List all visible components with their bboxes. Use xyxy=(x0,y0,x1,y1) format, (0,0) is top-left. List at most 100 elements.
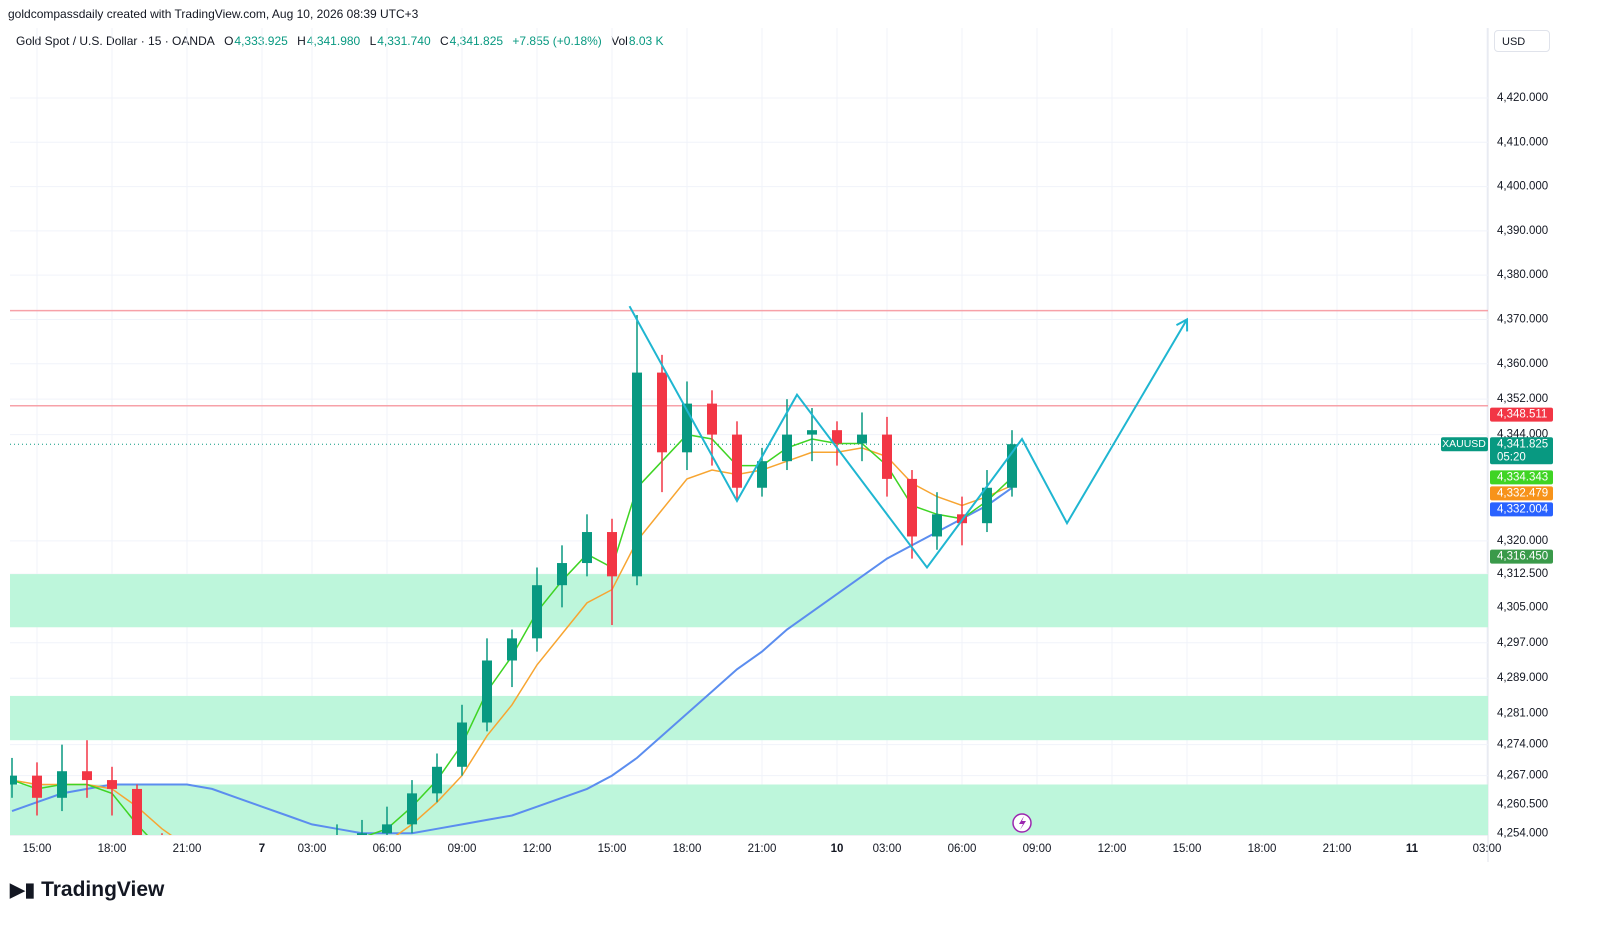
candle-body xyxy=(882,434,892,479)
candle-body xyxy=(532,585,542,639)
price-label-box xyxy=(1490,502,1553,517)
y-tick-label: 4,320.000 xyxy=(1497,535,1548,547)
y-tick-label: 4,410.000 xyxy=(1497,136,1548,148)
candle-body xyxy=(757,461,767,488)
candle-body xyxy=(507,638,517,661)
x-tick-label: 06:00 xyxy=(373,843,402,855)
price-label: 4,332.479 xyxy=(1497,487,1548,499)
volume-value: 8.03 K xyxy=(628,34,664,48)
moving-average xyxy=(11,486,1013,835)
symbol-name: Gold Spot / U.S. Dollar · 15 · OANDA xyxy=(16,34,215,48)
x-tick-label: 09:00 xyxy=(1023,843,1052,855)
x-tick-label: 15:00 xyxy=(23,843,52,855)
x-tick-label: 21:00 xyxy=(173,843,202,855)
candle-body xyxy=(32,775,42,798)
ohlc-key: L xyxy=(369,34,377,48)
ohlc-value: 4,341.980 xyxy=(306,34,361,48)
y-tick-label: 4,380.000 xyxy=(1497,269,1548,281)
event-bolt xyxy=(1019,816,1026,830)
projection-path xyxy=(628,305,1188,570)
y-tick-label: 4,370.000 xyxy=(1497,313,1548,325)
x-tick-label: 18:00 xyxy=(1248,843,1277,855)
candle-body xyxy=(457,722,467,767)
candle-body xyxy=(657,372,667,453)
support-zone xyxy=(10,784,1488,835)
candle-body xyxy=(82,771,92,781)
candle-body xyxy=(10,775,17,785)
currency-button[interactable]: USD xyxy=(1494,30,1550,52)
candle-body xyxy=(732,434,742,488)
candle-body xyxy=(832,430,842,444)
candle-body xyxy=(232,864,242,868)
support-zone xyxy=(10,695,1488,741)
x-tick-label: 18:00 xyxy=(98,843,127,855)
attribution: goldcompassdaily created with TradingVie… xyxy=(8,7,419,21)
y-tick-label: 4,260.500 xyxy=(1497,798,1548,810)
candle-body xyxy=(257,869,267,870)
y-tick-label: 4,400.000 xyxy=(1497,181,1548,193)
price-label: 4,334.343 xyxy=(1497,471,1548,483)
x-tick-label: 12:00 xyxy=(523,843,552,855)
price-label: 4,332.004 xyxy=(1497,503,1549,515)
y-tick-label: 4,267.000 xyxy=(1497,770,1548,782)
y-tick-label: 4,254.000 xyxy=(1497,827,1548,839)
candle-body xyxy=(932,514,942,537)
price-label-box xyxy=(1490,549,1553,564)
price-label: 4,341.825 xyxy=(1497,438,1548,450)
x-tick-label: 21:00 xyxy=(748,843,777,855)
ohlc-key: C xyxy=(439,34,449,48)
y-tick-label: 4,297.000 xyxy=(1497,637,1548,649)
brand: TradingView xyxy=(41,878,165,901)
price-label: 4,316.450 xyxy=(1497,551,1548,563)
x-tick-label: 10 xyxy=(831,843,844,855)
price-label-box xyxy=(1490,486,1553,501)
candle-body xyxy=(57,771,67,798)
price-label-box xyxy=(1490,407,1553,422)
x-tick-label: 18:00 xyxy=(673,843,702,855)
y-tick-label: 4,390.000 xyxy=(1497,225,1548,237)
x-tick-label: 11 xyxy=(1406,843,1419,855)
ohlc-value: 4,333.925 xyxy=(234,34,288,48)
candle-body xyxy=(307,860,317,869)
candle-body xyxy=(332,842,342,860)
change: +7.855 (+0.18%) xyxy=(512,34,602,48)
symbol-label: XAUUSD xyxy=(1442,438,1486,450)
ohlc-value: 4,331.740 xyxy=(377,34,431,48)
y-tick-label: 4,289.000 xyxy=(1497,672,1548,684)
candle-body xyxy=(607,532,617,577)
y-tick-label: 4,281.000 xyxy=(1497,708,1548,720)
ohlc-value: 4,341.825 xyxy=(449,34,504,48)
candle-body xyxy=(107,780,117,789)
x-tick-label: 7 xyxy=(259,843,265,855)
candle-body xyxy=(432,766,442,794)
candle-body xyxy=(682,403,692,453)
candle-body xyxy=(582,532,592,564)
candle-body xyxy=(357,833,367,835)
candle-body xyxy=(857,434,867,444)
countdown: 05:20 xyxy=(1497,451,1526,463)
y-tick-label: 4,274.000 xyxy=(1497,739,1548,751)
candle-body xyxy=(282,869,292,870)
candle-body xyxy=(782,434,792,462)
y-tick-label: 4,305.000 xyxy=(1497,601,1548,613)
support-zone xyxy=(10,574,1488,628)
candle-body xyxy=(207,864,217,868)
candle-body xyxy=(557,563,567,586)
candle-body xyxy=(182,860,192,869)
brand-logo: ▶▮ TradingView xyxy=(10,878,165,901)
candle-body xyxy=(807,430,817,435)
candle-body xyxy=(382,824,392,834)
ohlc-key: H xyxy=(297,34,306,48)
chart: 15:00 18:00 21:00 7 03:00 06:00 09:00 12:00 15:0… xyxy=(10,28,1553,870)
candle-body xyxy=(707,403,717,435)
x-tick-label: 03:00 xyxy=(298,843,327,855)
y-tick-label: 4,420.000 xyxy=(1497,92,1548,104)
x-tick-label: 09:00 xyxy=(448,843,477,855)
candle-body xyxy=(982,487,992,524)
axes: 15:00 18:00 21:00 7 03:00 06:00 09:00 12:00 15:0… xyxy=(23,92,1553,855)
price-label-box xyxy=(1490,470,1553,485)
x-tick-label: 03:00 xyxy=(1473,843,1502,855)
candle-body xyxy=(482,660,492,723)
y-tick-label: 4,360.000 xyxy=(1497,358,1548,370)
symbol-label-box xyxy=(1441,437,1488,452)
